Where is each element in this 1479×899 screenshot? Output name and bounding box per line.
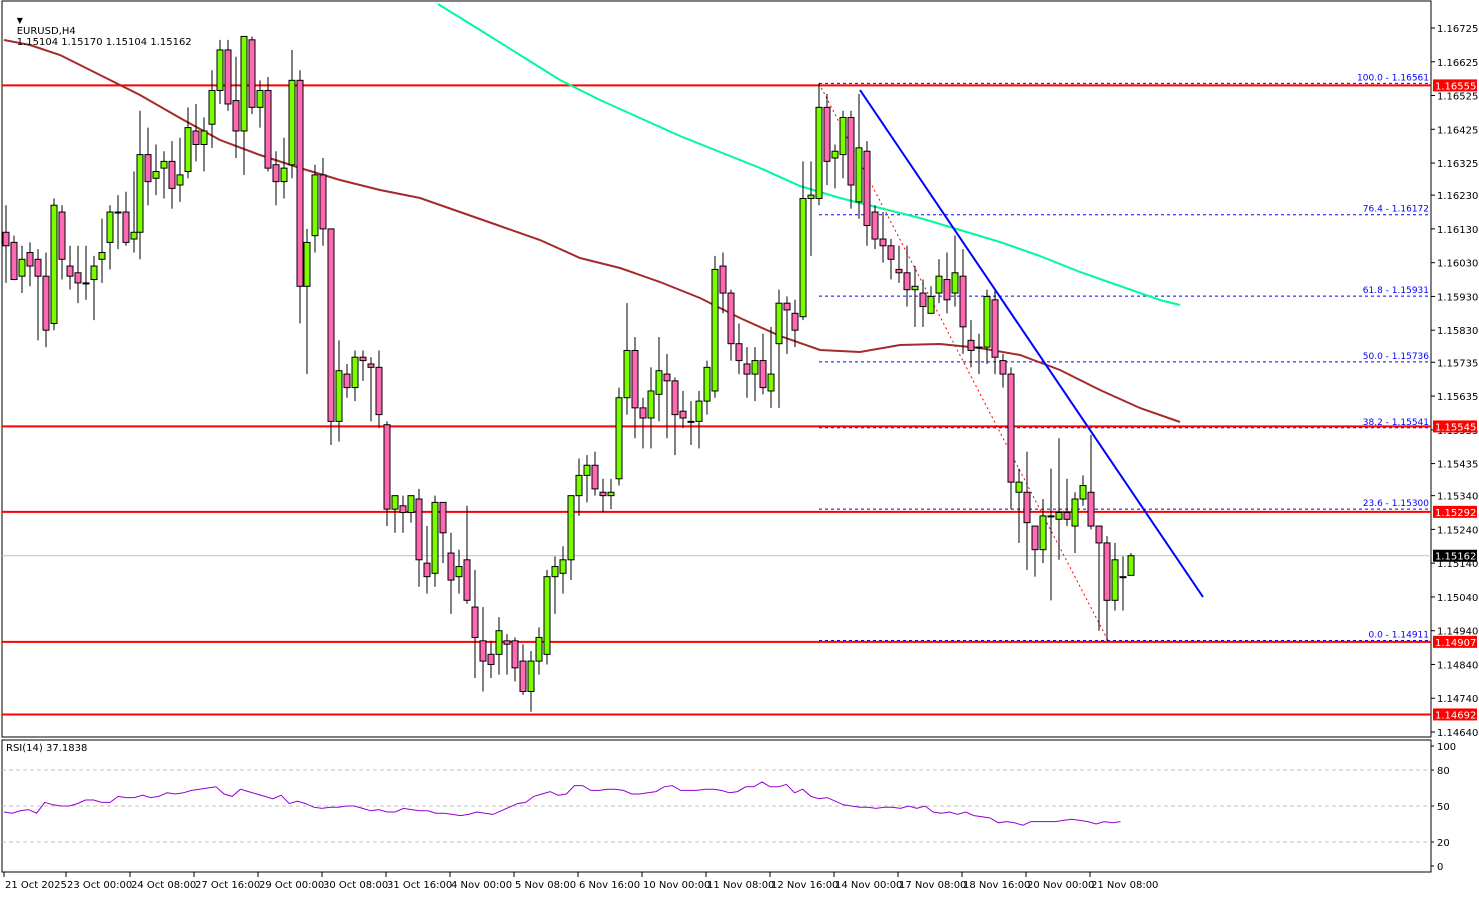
price-tick-label: 1.16525 [1437, 92, 1478, 103]
time-tick-label: 24 Oct 08:00 [131, 880, 196, 891]
fib-level-label: 61.8 - 1.15931 [1363, 286, 1429, 296]
price-tick-label: 1.16030 [1437, 259, 1478, 270]
time-tick-label: 23 Oct 00:00 [67, 880, 132, 891]
time-tick-label: 27 Oct 16:00 [195, 880, 260, 891]
price-tick-label: 1.16725 [1437, 24, 1478, 35]
time-tick-label: 29 Oct 00:00 [259, 880, 324, 891]
fib-level-label: 0.0 - 1.14911 [1369, 630, 1430, 640]
price-label-tag [1433, 79, 1477, 92]
time-tick-label: 18 Nov 16:00 [963, 880, 1030, 891]
time-tick-label: 4 Nov 00:00 [451, 880, 512, 891]
time-tick-label: 20 Nov 00:00 [1027, 880, 1094, 891]
downtrend-line[interactable] [859, 89, 1204, 598]
rsi-line [3, 781, 1121, 826]
candlesticks [2, 35, 1135, 712]
price-tick-label: 1.16230 [1437, 191, 1478, 202]
horizontal-levels[interactable] [2, 84, 1431, 716]
price-tick-label: 1.15930 [1437, 292, 1478, 303]
price-label-text: 1.14692 [1435, 710, 1476, 721]
price-tick-label: 1.15635 [1437, 392, 1478, 403]
time-tick-label: 6 Nov 16:00 [579, 880, 640, 891]
price-tick-label: 1.16625 [1437, 58, 1478, 69]
price-tick-label: 1.14840 [1437, 660, 1478, 671]
fib-level-label: 50.0 - 1.15736 [1363, 352, 1429, 362]
price-tick-label: 1.15340 [1437, 492, 1478, 503]
ohlc-values: 1.15104 1.15170 1.15104 1.15162 [16, 37, 192, 48]
price-label-tag [1433, 420, 1477, 433]
price-label-text: 1.15292 [1435, 508, 1476, 519]
price-tick-label: 1.16325 [1437, 159, 1478, 170]
price-tick-label: 1.15240 [1437, 525, 1478, 536]
time-tick-label: 14 Nov 00:00 [835, 880, 902, 891]
price-tick-label: 1.15040 [1437, 593, 1478, 604]
price-tick-label: 1.15140 [1437, 559, 1478, 570]
price-tick-label: 1.16130 [1437, 225, 1478, 236]
menu-arrow-icon[interactable]: ▼ [16, 16, 23, 25]
price-tick-label: 1.15435 [1437, 460, 1478, 471]
price-tick-label: 1.16425 [1437, 125, 1478, 136]
chart-title: ▼ EURUSD,H4 1.15104 1.15170 1.15104 1.15… [4, 4, 192, 59]
price-label-text: 1.15162 [1435, 552, 1476, 563]
price-tick-label: 1.15830 [1437, 326, 1478, 337]
time-tick-label: 12 Nov 16:00 [771, 880, 838, 891]
symbol-label: EURUSD,H4 [16, 26, 76, 37]
fib-level-label: 23.6 - 1.15300 [1363, 499, 1429, 509]
time-tick-label: 31 Oct 16:00 [387, 880, 452, 891]
price-tick-label: 1.14640 [1437, 728, 1478, 739]
fib-level-label: 100.0 - 1.16561 [1357, 73, 1429, 83]
rsi-tick-label: 100 [1437, 742, 1456, 753]
time-tick-label: 11 Nov 08:00 [707, 880, 774, 891]
time-tick-label: 5 Nov 08:00 [515, 880, 576, 891]
time-tick-label: 21 Nov 08:00 [1091, 880, 1158, 891]
price-label-tag [1433, 505, 1477, 518]
fib-level-label: 76.4 - 1.16172 [1363, 205, 1429, 215]
price-label-text: 1.16555 [1435, 81, 1476, 92]
time-tick-label: 30 Oct 08:00 [323, 880, 388, 891]
time-tick-label: 10 Nov 00:00 [643, 880, 710, 891]
time-tick-label: 21 Oct 2025 [5, 880, 67, 891]
price-tick-label: 1.14740 [1437, 694, 1478, 705]
moving-average-slow [437, 3, 1181, 306]
rsi-tick-label: 50 [1437, 802, 1450, 813]
price-axis[interactable]: 1.16725 1.16625 1.16525 1.16425 1.16325 1.162… [1431, 24, 1478, 739]
price-label-text: 1.15545 [1435, 422, 1476, 433]
main-plot-frame [1, 0, 1432, 738]
price-label-tag [1433, 708, 1477, 721]
time-tick-label: 17 Nov 08:00 [899, 880, 966, 891]
rsi-tick-label: 0 [1437, 862, 1443, 873]
price-label-tag [1433, 549, 1477, 562]
fib-level-label: 38.2 - 1.15541 [1363, 418, 1429, 428]
price-label-tag [1433, 635, 1477, 648]
price-label-text: 1.14907 [1435, 638, 1476, 649]
rsi-title: RSI(14) 37.1838 [6, 743, 88, 754]
price-tick-label: 1.15735 [1437, 358, 1478, 369]
rsi-tick-label: 80 [1437, 766, 1450, 777]
rsi-panel[interactable]: 100 80 50 20 0 [2, 742, 1456, 873]
price-tick-label: 1.14940 [1437, 627, 1478, 638]
rsi-tick-label: 20 [1437, 838, 1450, 849]
